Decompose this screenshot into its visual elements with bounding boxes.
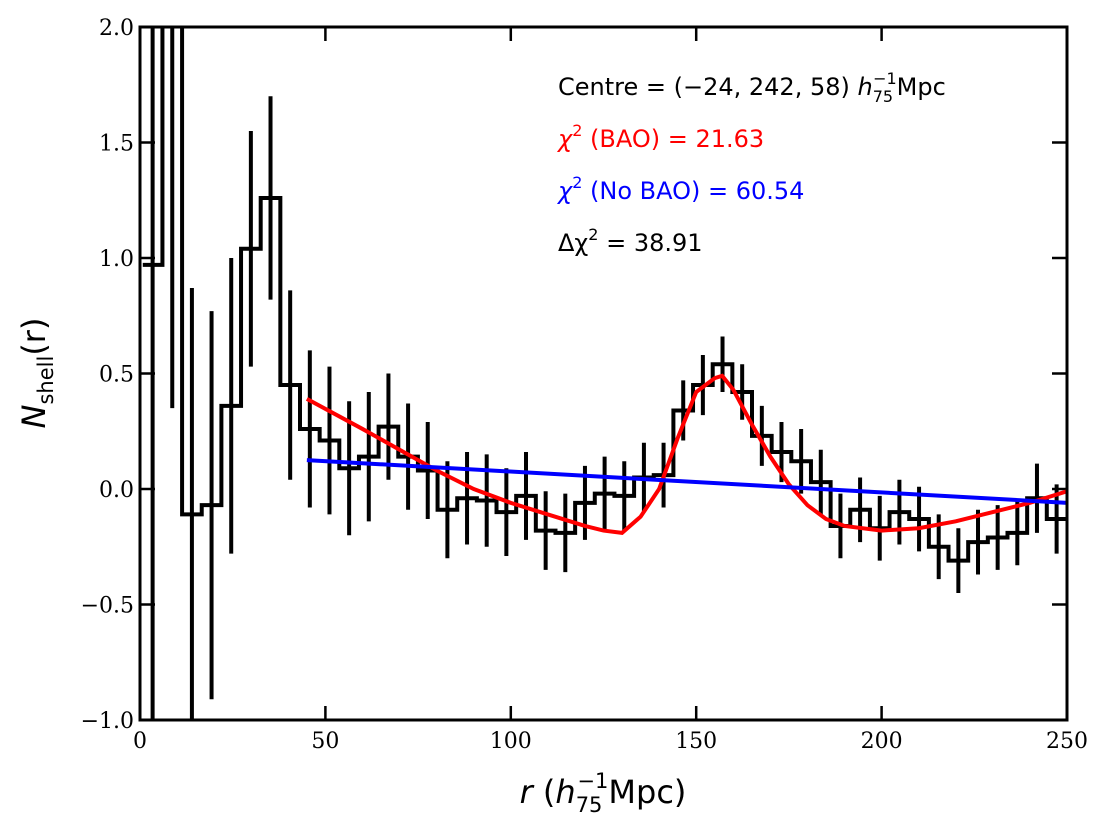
error-bars	[150, 27, 1059, 720]
y-tick-label: −1.0	[81, 709, 134, 734]
y-tick-label: 0.5	[99, 363, 134, 388]
x-tick-label: 50	[311, 729, 339, 754]
y-tick-label: 1.0	[99, 247, 134, 272]
x-tick-label: 0	[133, 729, 147, 754]
x-tick-label: 100	[490, 729, 532, 754]
y-tick-label: −0.5	[81, 594, 134, 619]
x-tick-label: 250	[1046, 729, 1088, 754]
y-tick-label: 2.0	[99, 16, 134, 41]
annotation-chi2-bao: χ2 (BAO) = 21.63	[556, 121, 764, 153]
annotation-delta-chi2: Δχ2 = 38.91	[558, 225, 703, 257]
y-axis-label: Nshell(r)	[15, 318, 58, 429]
tick-labels: 0 50 100 150 200 250 −1.0 −0.5 0.0 0.5 1.0 1.5 2.0	[81, 16, 1088, 754]
x-tick-label: 150	[675, 729, 717, 754]
plot-area	[142, 27, 1067, 720]
bao-model-line	[305, 373, 1067, 535]
no-bao-model-line	[306, 458, 1067, 505]
x-tick-label: 200	[861, 729, 903, 754]
annotations: Centre = (−24, 242, 58) h75−1Mpc χ2 (BAO…	[556, 69, 946, 257]
annotation-chi2-nobao: χ2 (No BAO) = 60.54	[556, 173, 804, 205]
plot-frame	[138, 25, 1069, 722]
y-tick-label: 1.5	[99, 132, 134, 157]
histogram-step-line	[142, 27, 1067, 563]
y-tick-label: 0.0	[99, 478, 134, 503]
x-axis-label: r (h75−1Mpc)	[520, 769, 687, 817]
annotation-centre: Centre = (−24, 242, 58) h75−1Mpc	[558, 69, 946, 106]
